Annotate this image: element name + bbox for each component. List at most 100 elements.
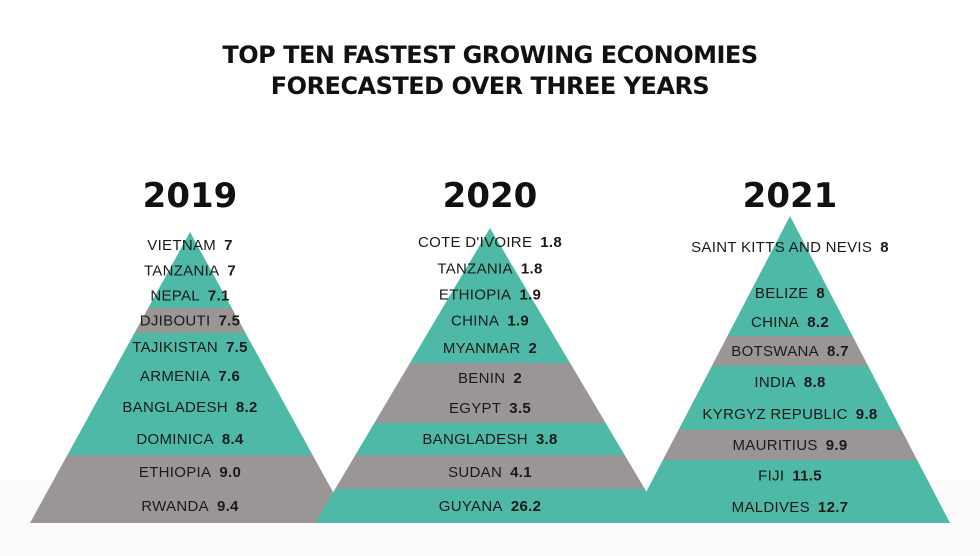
growth-value: 11.5 (792, 468, 822, 485)
band-label: BELIZE 8 (755, 285, 825, 302)
band-label: ARMENIA 7.6 (140, 368, 240, 385)
pyramid-band (458, 256, 522, 281)
pyramid-band (409, 333, 571, 363)
growth-value: 1.9 (519, 287, 541, 304)
growth-value: 9.0 (219, 464, 241, 481)
band-label: RWANDA 9.4 (141, 498, 239, 515)
country-name: INDIA (754, 374, 796, 391)
country-name: TANZANIA (144, 263, 219, 280)
band-label: DJIBOUTI 7.5 (140, 313, 241, 330)
band-label: SAINT KITTS AND NEVIS 8 (691, 239, 889, 256)
growth-value: 9.9 (826, 437, 848, 454)
growth-value: 9.4 (217, 498, 239, 515)
country-name: DJIBOUTI (140, 313, 211, 330)
country-name: SAINT KITTS AND NEVIS (691, 239, 872, 256)
growth-value: 1.8 (521, 261, 543, 278)
growth-value: 1.9 (507, 313, 529, 330)
pyramid-band (442, 281, 538, 308)
band-label: BANGLADESH 3.8 (422, 431, 557, 448)
pyramid-band (134, 308, 246, 333)
growth-value: 12.7 (818, 499, 848, 516)
band-label: TAJIKISTAN 7.5 (132, 339, 248, 356)
year-heading: 2019 (143, 176, 238, 216)
country-name: RWANDA (141, 498, 209, 515)
growth-value: 7.5 (218, 313, 240, 330)
country-name: NEPAL (150, 288, 200, 305)
band-label: CHINA 1.9 (451, 313, 529, 330)
band-label: BOTSWANA 8.7 (731, 343, 848, 360)
band-label: DOMINICA 8.4 (136, 431, 244, 448)
pyramid-band (662, 430, 918, 460)
pyramid-band (392, 363, 588, 393)
band-label: TANZANIA 1.8 (437, 261, 542, 278)
country-name: MALDIVES (732, 499, 810, 516)
pyramid-band (67, 423, 313, 455)
pyramid-band (148, 283, 232, 308)
band-label: ETHIOPIA 1.9 (439, 287, 541, 304)
band-label: GUYANA 26.2 (439, 498, 541, 515)
year-heading: 2020 (443, 176, 538, 216)
band-label: FIJI 11.5 (758, 468, 822, 485)
band-label: CHINA 8.2 (751, 314, 829, 331)
growth-value: 7.1 (208, 288, 230, 305)
country-name: BENIN (458, 370, 505, 387)
chart-title: TOP TEN FASTEST GROWING ECONOMIES FORECA… (0, 40, 980, 102)
pyramid-band (161, 258, 219, 283)
pyramid-band (355, 423, 625, 455)
country-name: MYANMAR (443, 340, 521, 357)
growth-value: 8 (880, 239, 889, 256)
band-label: KYRGYZ REPUBLIC 9.8 (702, 406, 877, 423)
country-name: GUYANA (439, 498, 503, 515)
growth-value: 2 (529, 340, 538, 357)
growth-value: 8.4 (222, 431, 244, 448)
country-name: ETHIOPIA (439, 287, 511, 304)
country-name: CHINA (751, 314, 799, 331)
country-name: CHINA (451, 313, 499, 330)
pyramid-band (695, 366, 885, 398)
pyramid-band (742, 278, 838, 308)
pyramid-2019: 2019 VIETNAM 7 TANZANIA 7 NEPAL 7.1 DJIBOUTI 7.5… (30, 176, 350, 523)
country-name: BANGLADESH (122, 399, 228, 416)
pyramid-2020: 2020 COTE D'IVOIRE 1.8 TANZANIA 1.8 ETHIOPIA 1… (315, 176, 665, 523)
country-name: TAJIKISTAN (132, 339, 218, 356)
country-name: FIJI (758, 468, 784, 485)
pyramid-band (374, 393, 606, 423)
band-label: ETHIOPIA 9.0 (139, 464, 241, 481)
band-label: TANZANIA 7 (144, 263, 236, 280)
growth-value: 3.5 (509, 400, 531, 417)
band-label: SUDAN 4.1 (448, 464, 532, 481)
growth-value: 7.5 (226, 339, 248, 356)
country-name: TANZANIA (437, 261, 512, 278)
chart-title-line-1: TOP TEN FASTEST GROWING ECONOMIES (222, 41, 758, 69)
growth-value: 7 (227, 263, 236, 280)
country-name: MAURITIUS (733, 437, 818, 454)
chart-title-line-2: FORECASTED OVER THREE YEARS (270, 72, 710, 100)
pyramid-band (102, 361, 278, 391)
band-label: MYANMAR 2 (443, 340, 537, 357)
growth-value: 9.8 (856, 406, 878, 423)
country-name: ETHIOPIA (139, 464, 211, 481)
country-name: ARMENIA (140, 368, 210, 385)
pyramid-band (119, 333, 261, 361)
country-name: DOMINICA (136, 431, 213, 448)
band-label: BANGLADESH 8.2 (122, 399, 257, 416)
country-name: EGYPT (449, 400, 501, 417)
band-label: COTE D'IVOIRE 1.8 (418, 234, 562, 251)
pyramid-band (315, 489, 665, 523)
growth-value: 7 (224, 237, 233, 254)
pyramid-band (678, 398, 902, 430)
growth-value: 8.8 (804, 374, 826, 391)
country-name: BELIZE (755, 285, 809, 302)
pyramid-band (84, 391, 296, 423)
pyramid-band (335, 455, 645, 489)
band-label: NEPAL 7.1 (150, 288, 229, 305)
country-name: COTE D'IVOIRE (418, 234, 532, 251)
pyramid-band (711, 336, 869, 366)
band-label: BENIN 2 (458, 370, 522, 387)
country-name: BOTSWANA (731, 343, 819, 360)
country-name: VIETNAM (147, 237, 216, 254)
growth-value: 26.2 (511, 498, 541, 515)
pyramid-2021: 2021 SAINT KITTS AND NEVIS 8 BELIZE 8 CHINA 8.… (630, 176, 950, 523)
year-heading: 2021 (743, 176, 838, 216)
pyramid-band (427, 308, 553, 333)
